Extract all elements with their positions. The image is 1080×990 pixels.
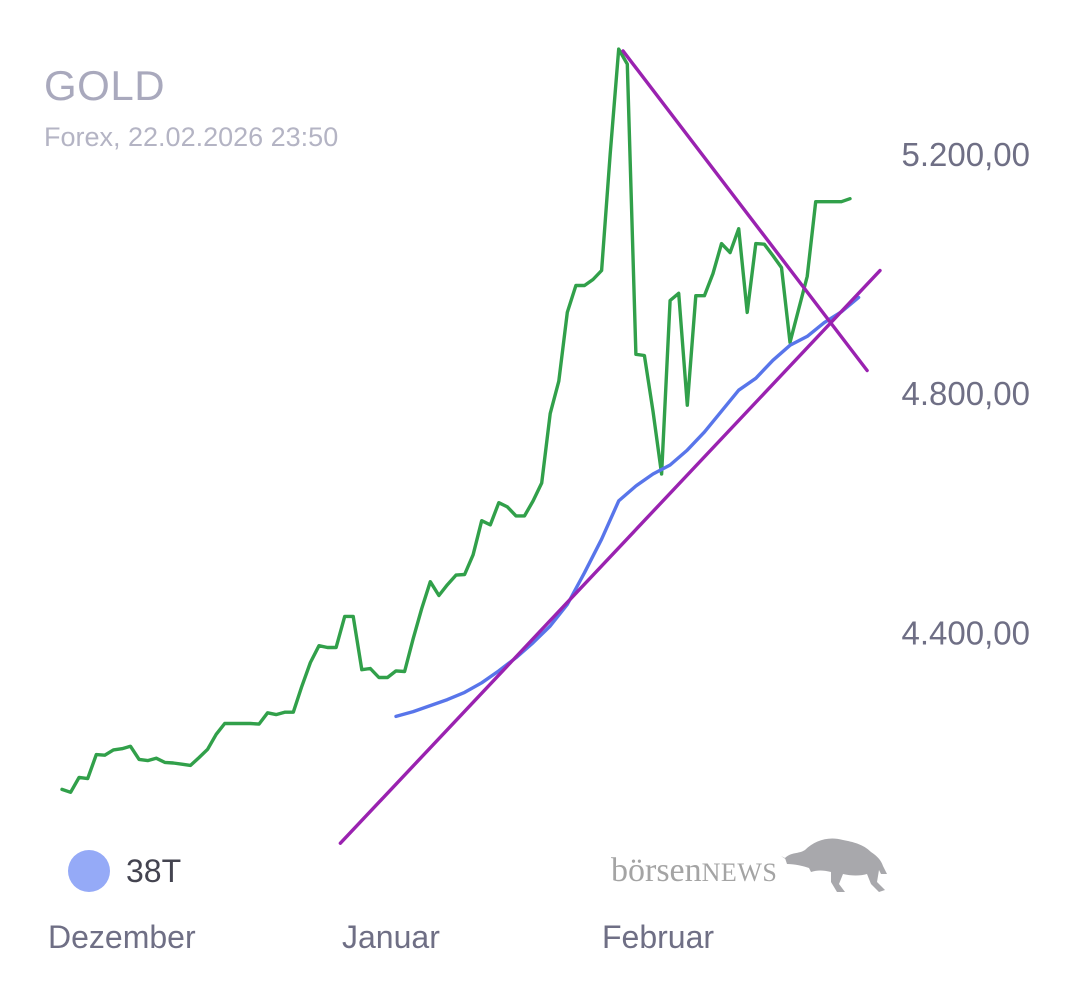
bull-icon xyxy=(781,838,887,892)
x-axis-ticks: Dezember Januar Februar xyxy=(48,919,714,955)
support-trendline xyxy=(338,268,882,845)
y-tick-label: 5.200,00 xyxy=(902,136,1030,173)
chart-subtitle: Forex, 22.02.2026 23:50 xyxy=(44,122,339,152)
y-tick-label: 4.400,00 xyxy=(902,615,1030,652)
legend: 38T xyxy=(68,850,181,892)
legend-swatch xyxy=(68,850,110,892)
moving-average-line xyxy=(394,295,861,719)
trendline-layer xyxy=(338,49,882,845)
logo-text: börsenNEWS xyxy=(611,852,777,890)
legend-label: 38T xyxy=(126,852,182,889)
resistance-trendline xyxy=(621,49,869,373)
y-tick-label: 4.800,00 xyxy=(902,375,1030,412)
series-layer xyxy=(60,47,861,794)
y-axis-ticks: 4.400,00 4.800,00 5.200,00 xyxy=(902,136,1030,652)
x-tick-label: Februar xyxy=(602,919,714,955)
logo-text-part1: börsen xyxy=(611,852,702,889)
price-line xyxy=(60,47,852,794)
logo-text-part2: NEWS xyxy=(701,858,778,887)
x-tick-label: Januar xyxy=(342,919,440,955)
x-tick-label: Dezember xyxy=(48,919,196,955)
chart-title: GOLD xyxy=(44,62,166,109)
boersennews-logo: börsenNEWS xyxy=(611,830,891,900)
